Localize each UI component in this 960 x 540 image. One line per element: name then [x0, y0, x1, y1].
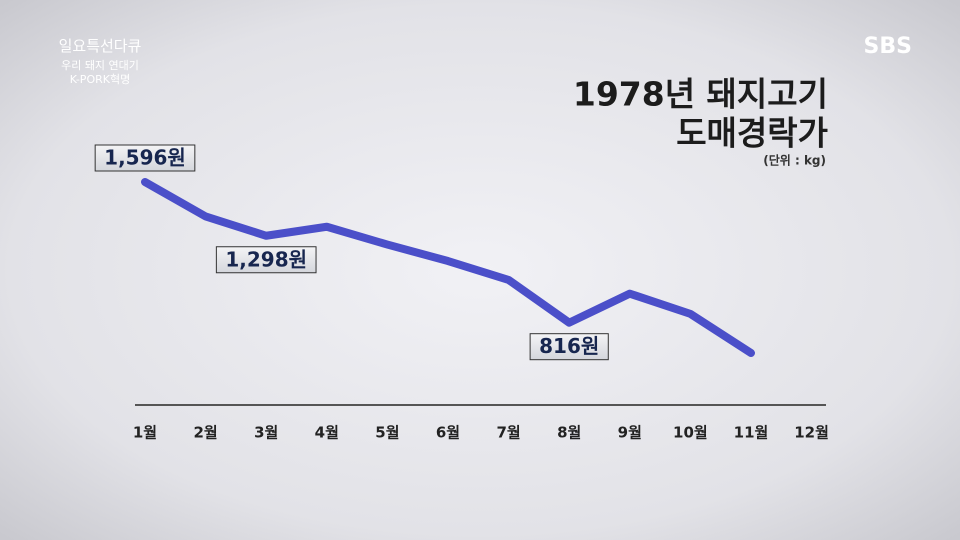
value-label-box: [94, 144, 196, 172]
x-tick-label: 8월: [557, 424, 581, 442]
program-subtitle: K-PORK혁명: [70, 73, 130, 86]
line: [141, 178, 755, 357]
value-label: 1,596원: [104, 146, 186, 170]
value-label: 1,298원: [225, 247, 307, 271]
x-tick-label: 5월: [375, 424, 399, 442]
x-tick-label: 9월: [618, 424, 642, 442]
x-tick-label: 3월: [254, 424, 278, 442]
x-tick-label: 10월: [673, 424, 708, 442]
program-title: 일요특선다큐: [59, 37, 142, 55]
logo: SBS: [864, 34, 912, 59]
program-subtitle: 우리 돼지 연대기: [61, 59, 139, 72]
x-tick-label: 11월: [734, 424, 769, 442]
x-tick-label: 2월: [193, 424, 217, 442]
chart-title: 1978년 돼지고기: [573, 75, 828, 114]
x-tick-label: 4월: [315, 424, 339, 442]
x-tick-label: 7월: [496, 424, 520, 442]
value-label-box: [215, 246, 317, 274]
x-tick-label: 12월: [794, 424, 829, 442]
chart-title: 도매경락가: [676, 114, 828, 153]
value-label-box: [529, 333, 609, 361]
value-label: 816원: [539, 334, 599, 358]
unit-note: (단위 : kg): [763, 153, 826, 168]
x-tick-label: 1월: [133, 424, 157, 442]
x-tick-label: 6월: [436, 424, 460, 442]
